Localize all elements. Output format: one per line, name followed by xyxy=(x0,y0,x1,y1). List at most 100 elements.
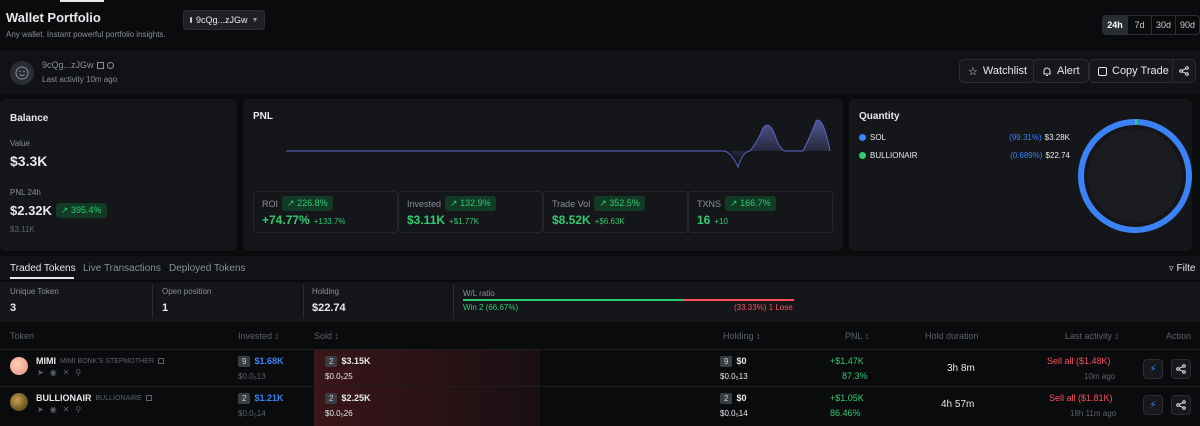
holding-price: $0.0₅13 xyxy=(720,372,748,381)
th-hold-duration: Hold duration xyxy=(925,331,979,341)
watchlist-label: Watchlist xyxy=(982,65,1028,77)
copy-trade-label: Copy Trade xyxy=(1112,65,1169,77)
lightning-icon: ⚡ xyxy=(1149,363,1157,375)
last-activity: Last activity 10m ago xyxy=(42,75,118,84)
table-row[interactable] xyxy=(0,349,1200,386)
share-icon xyxy=(1179,66,1189,76)
copy-trade-button[interactable]: Copy Trade xyxy=(1089,59,1178,83)
metric-trade-vol-badge: ↗ 352.5% xyxy=(594,196,645,211)
invested-value: $1.68K xyxy=(254,356,284,366)
pnl-24h-value: $2.32K xyxy=(10,203,52,218)
holding-count: 9 xyxy=(720,356,733,367)
bullionair-value: $22.74 xyxy=(1045,151,1070,160)
token-symbol[interactable]: MIMI xyxy=(36,356,56,366)
timeframe-7d[interactable]: 7d xyxy=(1127,16,1151,34)
search-icon[interactable]: ⚲ xyxy=(75,368,82,377)
th-sold-label: Sold xyxy=(314,331,333,341)
pnl-24h-badge: ↗ 395.4% xyxy=(55,203,107,218)
external-link-icon[interactable] xyxy=(106,61,114,69)
lightning-icon: ⚡ xyxy=(1149,399,1157,411)
wallet-select[interactable]: 9cQg...zJGw ▼ xyxy=(183,10,265,30)
quantity-title: Quantity xyxy=(859,111,900,122)
token-full-name: MIMI BONK'S STEPMOTHER xyxy=(60,357,154,365)
th-pnl[interactable]: PNL ↕ xyxy=(845,331,869,341)
timeframe-30d[interactable]: 30d xyxy=(1151,16,1175,34)
filter-button[interactable]: ▿ Filte xyxy=(1169,263,1195,274)
value-label: Value xyxy=(10,139,30,148)
metric-trade-vol-value-row: $8.52K +$6.63K xyxy=(552,213,679,227)
last-activity-time: 10m ago xyxy=(1084,372,1116,381)
last-activity-action[interactable]: Sell all ($1.81K) xyxy=(1049,393,1113,403)
copy-icon[interactable] xyxy=(145,395,152,401)
holding-value-cell: $0 xyxy=(736,356,747,366)
metric-invested-badge: ↗ 132.9% xyxy=(445,196,496,211)
watchlist-button[interactable]: ☆ Watchlist xyxy=(959,59,1037,83)
sort-icon: ↕ xyxy=(274,331,280,341)
tab-deployed-tokens[interactable]: Deployed Tokens xyxy=(169,263,246,274)
telegram-icon[interactable]: ➤ xyxy=(37,368,44,377)
alert-button[interactable]: Alert xyxy=(1033,59,1089,83)
th-last-activity-label: Last activity xyxy=(1065,331,1113,341)
tab-live-transactions[interactable]: Live Transactions xyxy=(83,263,161,274)
x-icon[interactable]: ✕ xyxy=(62,405,70,414)
sold-count: 2 xyxy=(325,393,338,404)
copy-icon[interactable] xyxy=(157,358,164,364)
share-row-button[interactable] xyxy=(1171,359,1191,379)
th-action: Action xyxy=(1166,331,1192,341)
globe-icon[interactable]: ◉ xyxy=(49,405,57,414)
pnl-value: +$1.47K xyxy=(830,356,864,366)
share-row-button[interactable] xyxy=(1171,395,1191,415)
copy-icon[interactable] xyxy=(96,61,104,69)
th-sold[interactable]: Sold ↕ xyxy=(314,331,339,341)
balance-title: Balance xyxy=(10,113,49,124)
holding-cell: 9 $0 xyxy=(720,356,746,367)
th-holding[interactable]: Holding ↕ xyxy=(723,331,761,341)
pnl-value: +$1.05K xyxy=(830,393,864,403)
timeframe-24h[interactable]: 24h xyxy=(1103,16,1127,34)
telegram-icon[interactable]: ➤ xyxy=(37,405,44,414)
token-social-icons: ➤ ◉ ✕ ⚲ xyxy=(37,405,81,414)
holding-count: 2 xyxy=(720,393,733,404)
profile-address-text: 9cQg...zJGw xyxy=(42,60,94,70)
table-row[interactable] xyxy=(0,386,1200,423)
tab-active-underline xyxy=(10,277,74,279)
quick-buy-button[interactable]: ⚡ xyxy=(1143,395,1163,415)
search-icon[interactable]: ⚲ xyxy=(75,405,82,414)
token-avatar-mimi xyxy=(10,357,28,375)
timeframe-90d[interactable]: 90d xyxy=(1175,16,1199,34)
avatar xyxy=(10,61,34,85)
sort-icon: ↕ xyxy=(334,331,340,341)
th-invested[interactable]: Invested ↕ xyxy=(238,331,279,341)
token-symbol[interactable]: BULLIONAIR xyxy=(36,393,92,403)
token-name-row: BULLIONAIR BULLIONAIRE xyxy=(36,393,152,403)
metric-txns-sub: +10 xyxy=(714,217,728,226)
metric-invested-label-row: Invested ↗ 132.9% xyxy=(407,196,534,211)
last-activity-action[interactable]: Sell all ($1.48K) xyxy=(1047,356,1111,366)
metric-roi-sub: +133.7% xyxy=(313,217,346,226)
quick-buy-button[interactable]: ⚡ xyxy=(1143,359,1163,379)
th-invested-label: Invested xyxy=(238,331,273,341)
sold-cell: 2 $3.15K xyxy=(325,356,370,367)
divider-1 xyxy=(152,285,153,318)
hold-duration: 3h 8m xyxy=(947,363,975,374)
x-icon[interactable]: ✕ xyxy=(62,368,70,377)
share-button[interactable] xyxy=(1172,59,1196,83)
alert-label: Alert xyxy=(1057,65,1080,77)
globe-icon[interactable]: ◉ xyxy=(49,368,57,377)
metric-invested: Invested ↗ 132.9% $3.11K +$1.77K xyxy=(398,191,543,233)
metric-invested-sub: +$1.77K xyxy=(449,217,480,226)
metric-roi-value-row: +74.77% +133.7% xyxy=(262,213,389,227)
th-holding-label: Holding xyxy=(723,331,754,341)
filter-icon: ▿ xyxy=(1169,263,1174,273)
invested-price: $0.0₅14 xyxy=(238,409,266,418)
metric-trade-vol-sub: +$6.63K xyxy=(594,217,625,226)
open-position-value: 1 xyxy=(162,302,169,314)
sort-icon: ↕ xyxy=(756,331,761,341)
wl-bar xyxy=(463,299,794,301)
th-last-activity[interactable]: Last activity ↕ xyxy=(1065,331,1119,341)
wl-label: W/L ratio xyxy=(463,289,495,298)
bullionair-pct: (0.689%) xyxy=(1010,151,1043,160)
value-amount: $3.3K xyxy=(10,153,48,169)
sold-price: $0.0₅26 xyxy=(325,409,353,418)
tab-traded-tokens[interactable]: Traded Tokens xyxy=(10,263,76,274)
